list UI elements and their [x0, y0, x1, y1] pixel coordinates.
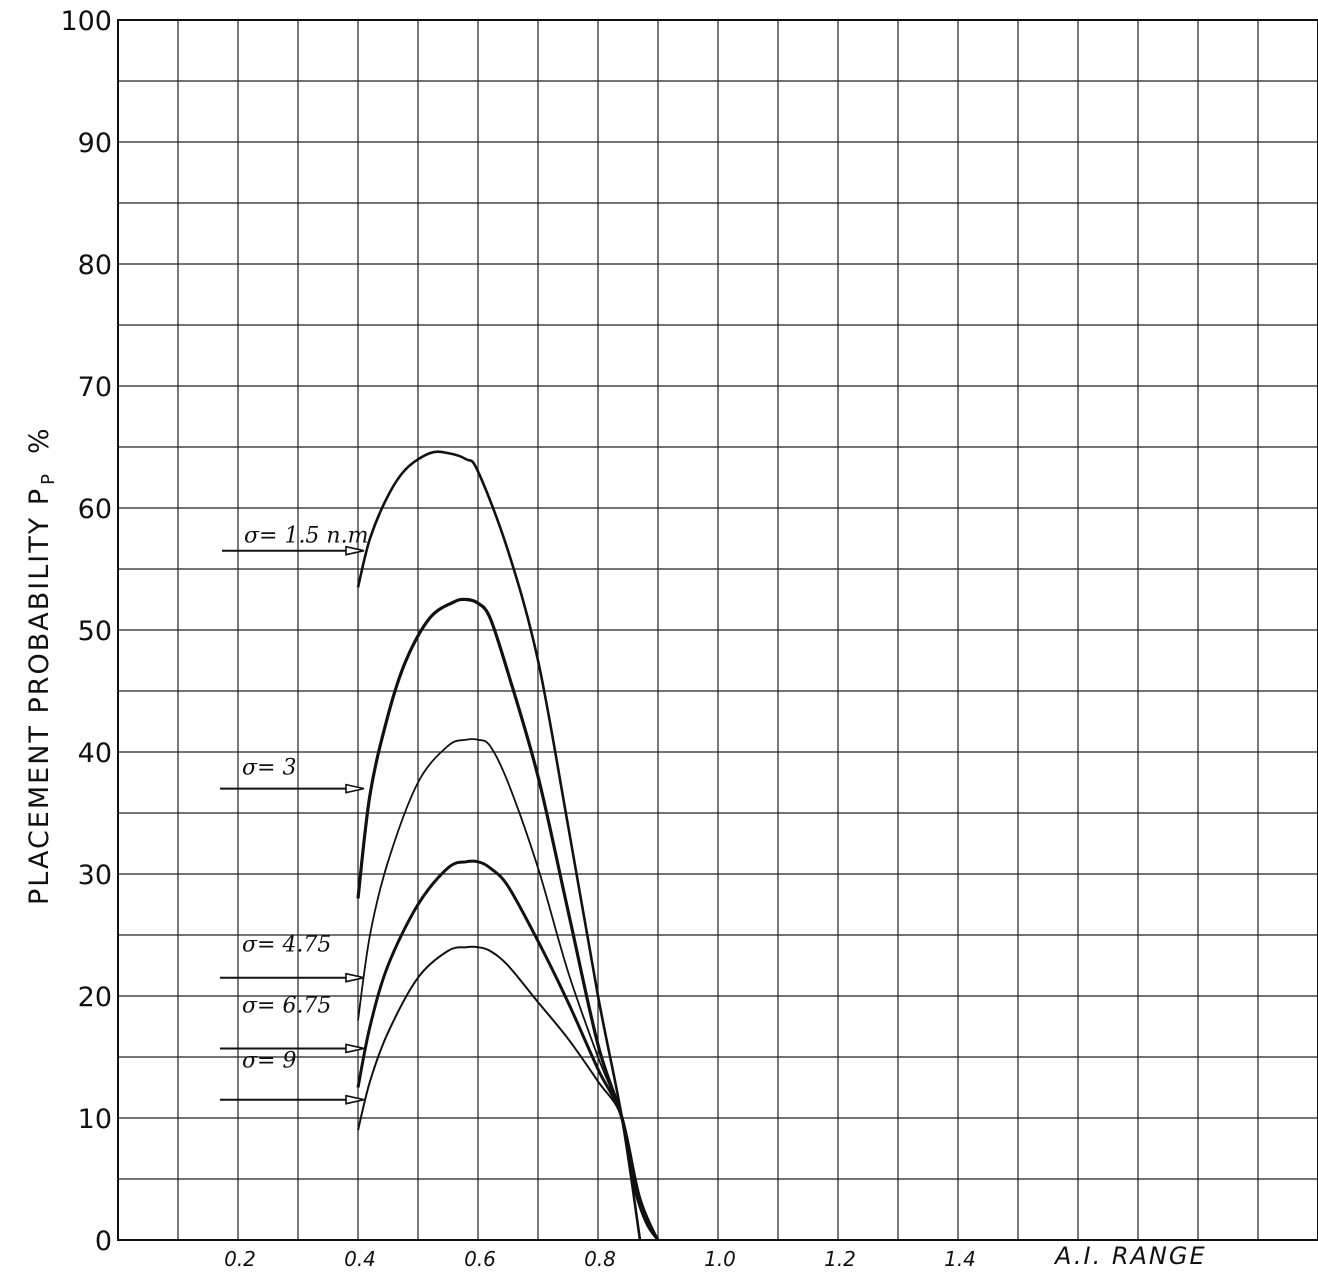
x-axis-label: A.I. RANGE [1053, 1242, 1207, 1270]
y-tick-label: 100 [60, 6, 112, 37]
chart-grid [117, 19, 1318, 1241]
x-tick-label: 1.0 [704, 1247, 736, 1271]
y-axis-label-subscript: P [38, 472, 59, 485]
series-line [356, 859, 660, 1241]
x-tick-label: 0.8 [584, 1247, 616, 1271]
x-tick-label: 0.2 [224, 1247, 256, 1271]
annotation-arrow-head [345, 1094, 365, 1105]
y-axis-label-text: PLACEMENT PROBABILITY P [24, 487, 55, 905]
series-annotation-label: σ= 3 [242, 756, 296, 781]
annotation-arrow-head [345, 783, 365, 794]
series-line [357, 945, 659, 1241]
y-tick-label: 70 [78, 372, 112, 403]
x-tick-label: 1.4 [944, 1247, 976, 1271]
series-annotation-label: σ= 6.75 [242, 993, 331, 1018]
y-tick-label: 50 [78, 616, 112, 647]
series-line [356, 597, 660, 1241]
y-tick-label: 0 [95, 1226, 112, 1257]
y-tick-label: 80 [78, 250, 112, 281]
x-axis-ticks: 0.2 0.4 0.6 0.8 1.0 1.2 1.4 [224, 1247, 976, 1271]
series-line [356, 450, 642, 1241]
y-axis-label: PLACEMENT PROBABILITY P P% [24, 426, 59, 905]
y-tick-label: 10 [78, 1104, 112, 1135]
x-tick-label: 0.4 [344, 1247, 376, 1271]
annotation-arrow-head [345, 972, 365, 983]
chart-curves [356, 450, 660, 1241]
y-tick-label: 30 [78, 860, 112, 891]
y-tick-label: 40 [78, 738, 112, 769]
series-annotation-label: σ= 9 [242, 1048, 296, 1073]
y-tick-label: 60 [78, 494, 112, 525]
annotation-arrow-head [345, 1043, 365, 1054]
annotation-arrow-head [345, 545, 365, 556]
y-tick-label: 20 [78, 982, 112, 1013]
x-tick-label: 0.6 [464, 1247, 496, 1271]
series-line [357, 738, 659, 1241]
y-tick-label: 90 [78, 128, 112, 159]
chart-annotations: σ= 1.5 n.m σ= 3 σ= 4.75 σ= 6.75 σ= 9 [220, 524, 368, 1105]
y-axis-ticks: 0 10 20 30 40 50 60 70 80 90 100 [60, 6, 112, 1257]
plot-frame [117, 19, 1318, 1241]
x-tick-label: 1.2 [824, 1247, 856, 1271]
series-annotation-label: σ= 4.75 [242, 932, 331, 957]
y-axis-label-unit: % [24, 426, 55, 454]
series-annotation-label: σ= 1.5 n.m [244, 524, 368, 549]
